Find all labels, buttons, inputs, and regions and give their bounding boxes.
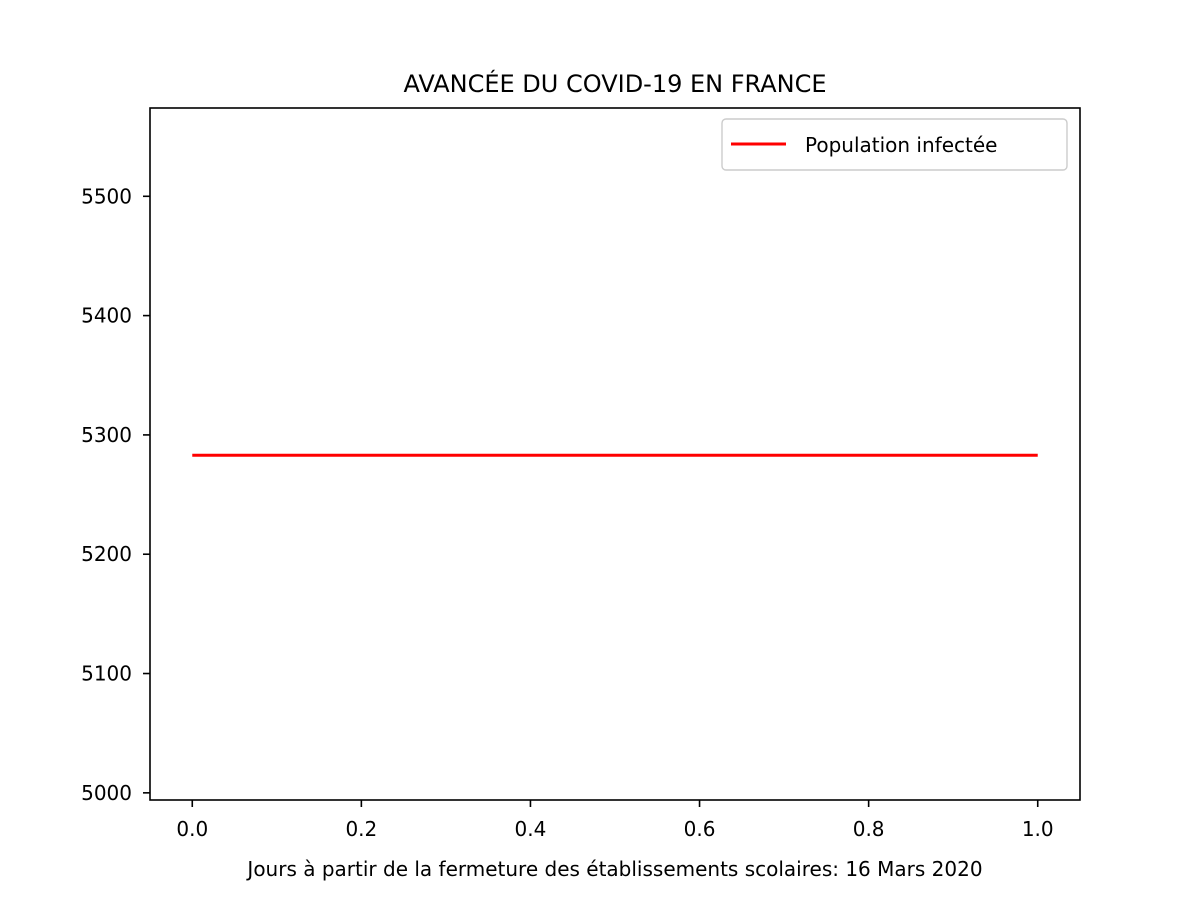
y-tick-label: 5200 (81, 542, 132, 566)
x-axis-ticks: 0.0 0.2 0.4 0.6 0.8 1.0 (176, 800, 1054, 841)
y-tick-label: 5100 (81, 662, 132, 686)
legend: Population infectée (721, 118, 1068, 171)
x-axis-label: Jours à partir de la fermeture des établ… (245, 857, 982, 881)
y-tick-label: 5300 (81, 423, 132, 447)
x-tick-label: 0.0 (176, 817, 208, 841)
legend-box (721, 118, 1068, 171)
plot-frame (149, 107, 1081, 801)
legend-label-population-infectee: Population infectée (805, 133, 997, 157)
x-tick-label: 0.6 (684, 817, 716, 841)
x-tick-label: 0.2 (345, 817, 377, 841)
chart-title: AVANCÉE DU COVID-19 EN FRANCE (403, 69, 826, 98)
y-tick-label: 5500 (81, 184, 132, 208)
y-axis-ticks: 5000 5100 5200 5300 5400 5500 (81, 184, 150, 805)
y-tick-label: 5000 (81, 781, 132, 805)
x-tick-label: 0.4 (515, 817, 547, 841)
x-tick-label: 1.0 (1022, 817, 1054, 841)
y-tick-label: 5400 (81, 304, 132, 328)
x-tick-label: 0.8 (853, 817, 885, 841)
